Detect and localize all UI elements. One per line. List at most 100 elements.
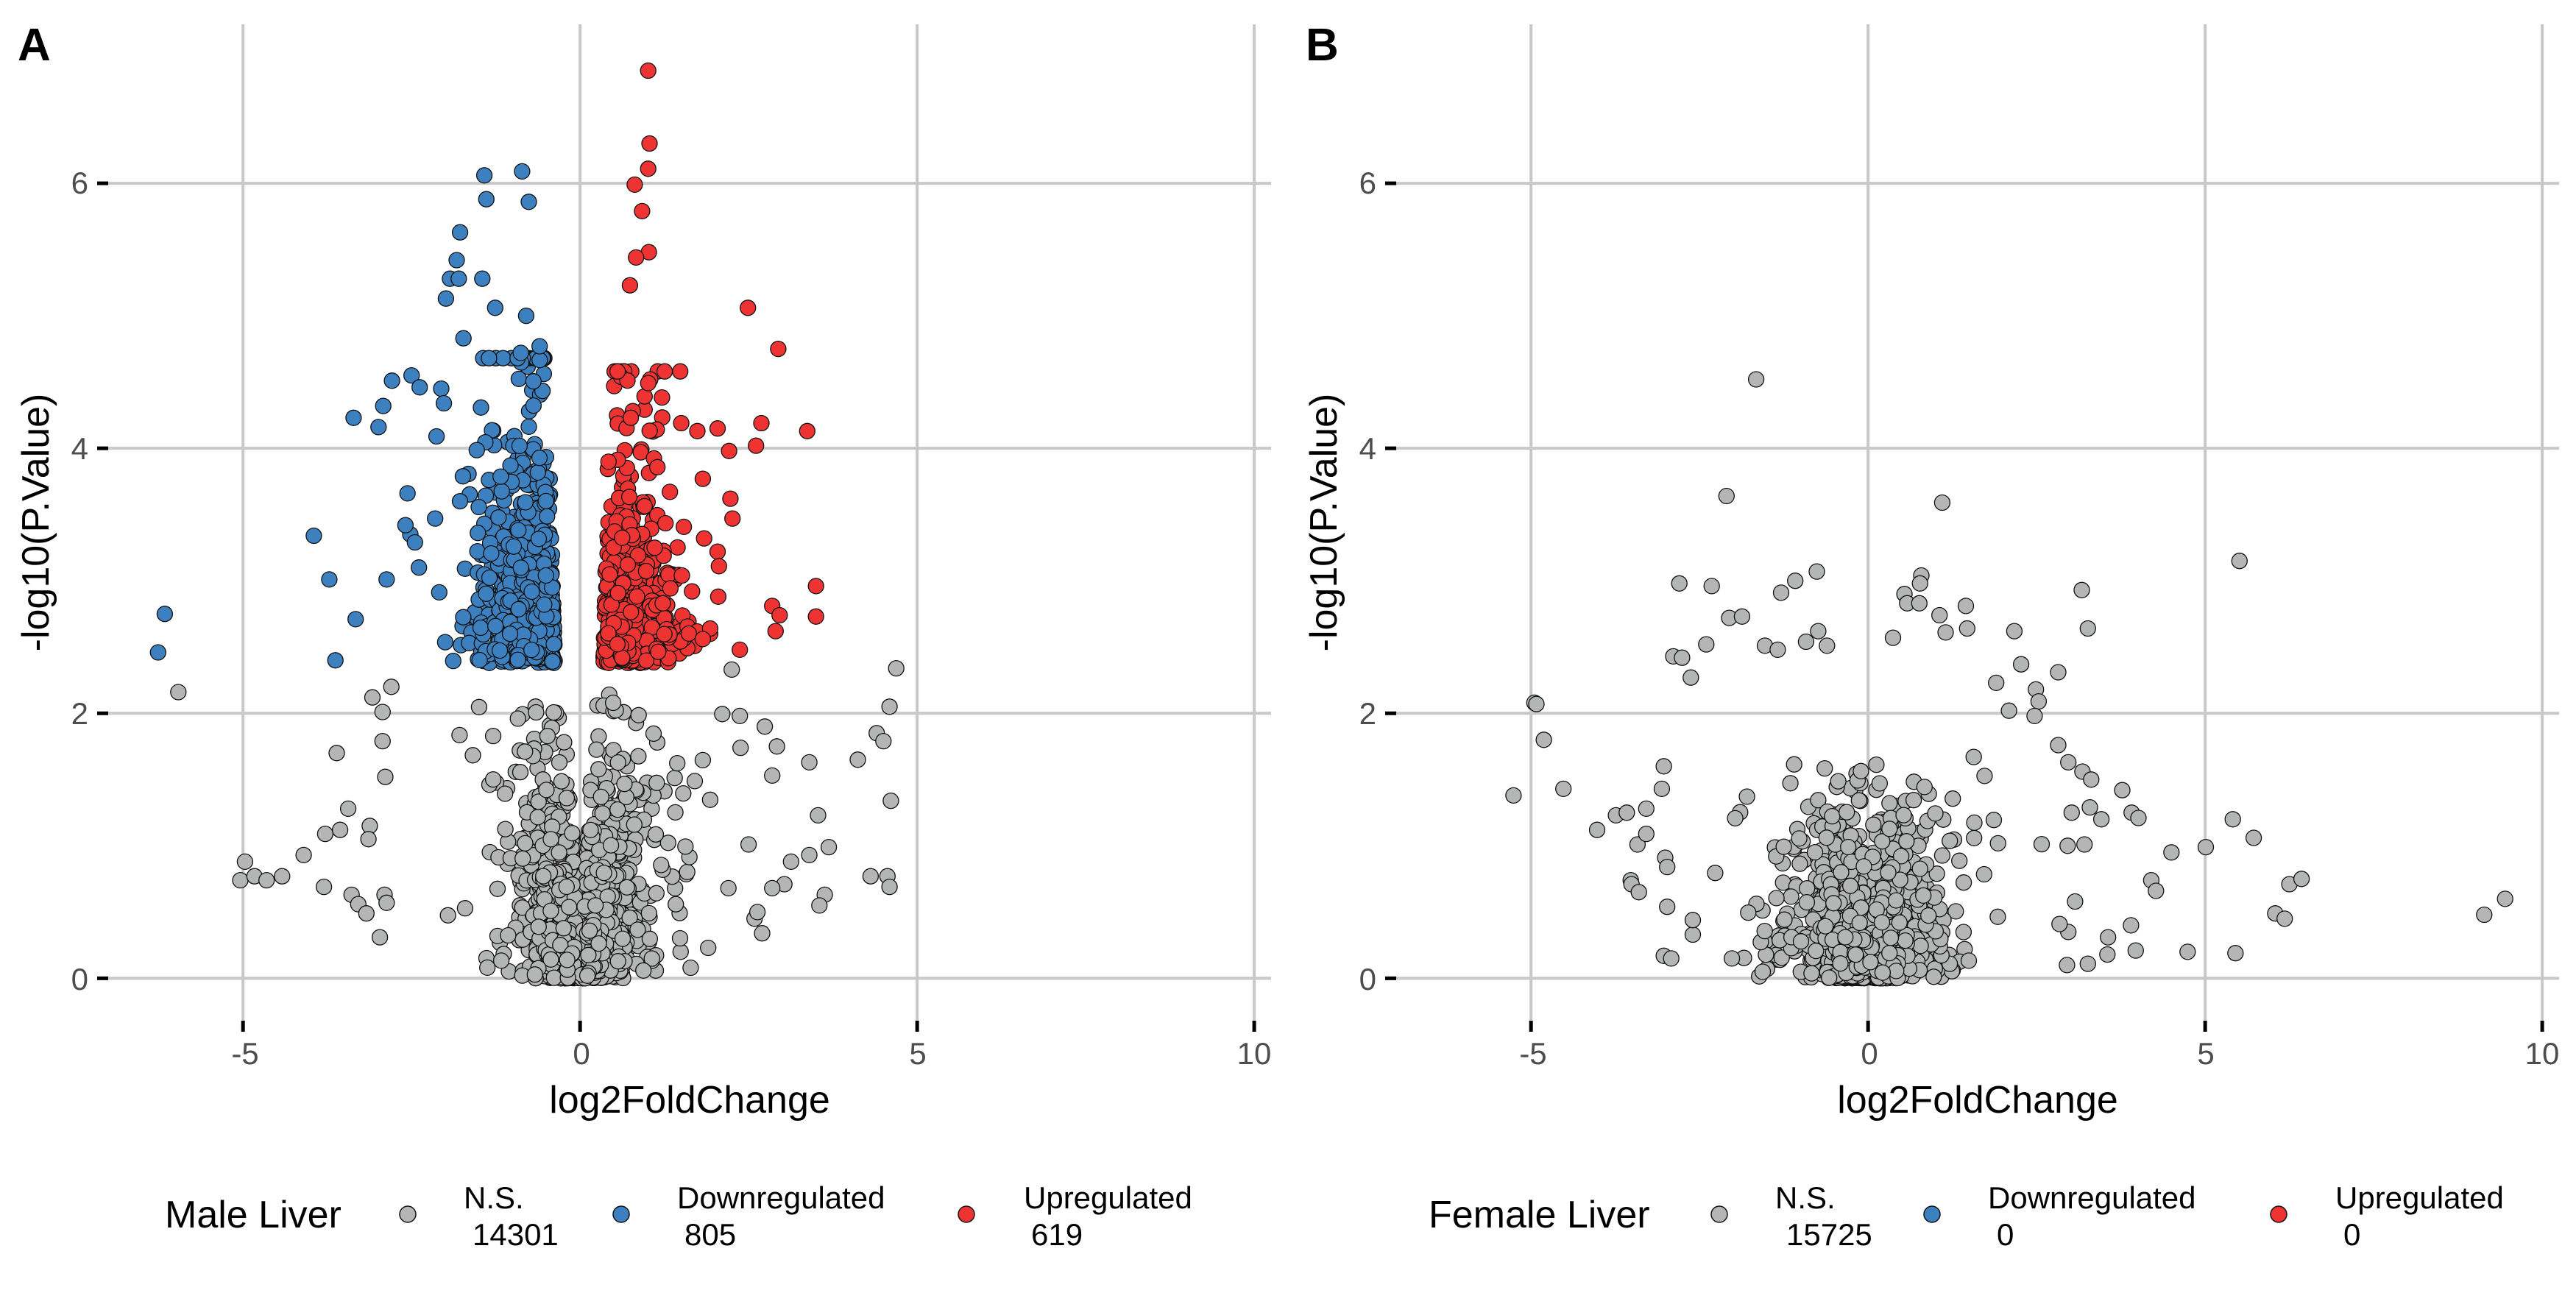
point-downregulated: [490, 509, 507, 526]
point-ns: [331, 821, 349, 838]
point-upregulated: [656, 626, 673, 642]
point-downregulated: [378, 571, 395, 588]
point-upregulated: [662, 580, 679, 597]
point-downregulated: [436, 634, 454, 651]
point-upregulated: [650, 643, 667, 660]
point-upregulated: [662, 483, 679, 500]
point-upregulated: [680, 625, 698, 642]
point-downregulated: [531, 352, 548, 369]
point-upregulated: [622, 409, 640, 426]
point-ns: [316, 825, 334, 843]
point-ns: [764, 879, 781, 897]
point-ns: [470, 698, 488, 715]
point-ns: [339, 800, 357, 818]
point-ns: [1933, 847, 1951, 864]
point-downregulated: [468, 442, 485, 458]
point-ns: [232, 871, 249, 889]
point-upregulated: [694, 470, 712, 487]
legend-key-downregulated: [612, 1205, 630, 1223]
point-downregulated: [478, 191, 495, 208]
point-downregulated: [509, 651, 526, 668]
point-upregulated: [609, 584, 626, 601]
point-downregulated: [427, 510, 444, 527]
point-ns: [682, 959, 699, 977]
point-downregulated: [435, 394, 453, 412]
point-downregulated: [525, 397, 542, 414]
point-downregulated: [411, 559, 428, 576]
point-ns: [492, 952, 510, 969]
point-downregulated: [450, 270, 467, 287]
point-upregulated: [672, 363, 689, 380]
point-downregulated: [514, 163, 531, 180]
point-upregulated: [600, 453, 617, 470]
point-upregulated: [646, 539, 663, 556]
point-ns: [604, 694, 622, 712]
point-downregulated: [544, 653, 561, 670]
point-ns: [694, 751, 712, 769]
point-downregulated: [454, 468, 472, 485]
point-downregulated: [487, 617, 504, 634]
point-ns: [558, 790, 576, 807]
point-downregulated: [531, 450, 548, 467]
point-upregulated: [640, 375, 657, 392]
point-ns: [862, 868, 880, 885]
point-ns: [542, 902, 559, 919]
point-ns: [630, 748, 647, 765]
point-upregulated: [634, 202, 651, 220]
x-tick-label: 10: [1237, 1036, 1272, 1071]
point-ns: [801, 846, 818, 864]
point-upregulated: [649, 458, 666, 475]
point-ns: [782, 853, 799, 871]
point-ns: [360, 831, 377, 848]
point-downregulated: [370, 419, 387, 436]
point-downregulated: [375, 397, 392, 414]
point-ns: [801, 754, 818, 771]
point-downregulated: [473, 399, 489, 416]
point-ns: [517, 743, 534, 760]
point-upregulated: [721, 442, 737, 459]
point-ns: [626, 816, 643, 833]
point-ns: [497, 785, 514, 802]
point-downregulated: [451, 224, 469, 241]
point-ns: [371, 929, 389, 946]
point-ns: [170, 684, 187, 701]
point-ns: [590, 761, 607, 778]
point-downregulated: [411, 379, 428, 396]
point-ns: [587, 897, 604, 914]
legend-key-ns: [399, 1205, 417, 1223]
point-ns: [377, 768, 394, 785]
point-ns: [378, 894, 395, 911]
point-downregulated: [470, 498, 487, 516]
point-downregulated: [448, 252, 465, 269]
point-upregulated: [807, 608, 824, 625]
point-upregulated: [673, 414, 690, 432]
point-downregulated: [347, 611, 364, 628]
point-ns: [635, 962, 652, 979]
point-downregulated: [305, 527, 322, 545]
point-ns: [464, 747, 481, 764]
data-points: [1505, 371, 2513, 987]
point-ns: [630, 706, 647, 723]
point-ns: [749, 904, 766, 921]
point-ns: [551, 844, 567, 861]
point-ns: [645, 725, 662, 743]
point-ns: [542, 951, 559, 968]
point-downregulated: [445, 652, 461, 670]
point-ns: [653, 857, 670, 874]
point-upregulated: [724, 510, 741, 527]
point-downregulated: [472, 619, 489, 637]
point-downregulated: [492, 468, 509, 485]
point-ns: [671, 929, 689, 947]
point-downregulated: [510, 522, 527, 539]
legend: Male Liver N.S. 14301 Downregulated 805 …: [165, 1180, 1192, 1252]
point-downregulated: [478, 585, 495, 602]
point-upregulated: [722, 490, 739, 507]
panel-b-female-liver: B 0 2 4 6 -5 0 5 10 log2FoldChange -log1…: [1303, 20, 2559, 1252]
point-upregulated: [767, 623, 784, 640]
point-downregulated: [545, 636, 562, 653]
point-ns: [881, 698, 898, 715]
point-downregulated: [517, 307, 535, 325]
point-ns: [669, 754, 686, 772]
point-downregulated: [525, 373, 542, 390]
point-downregulated: [501, 626, 519, 642]
